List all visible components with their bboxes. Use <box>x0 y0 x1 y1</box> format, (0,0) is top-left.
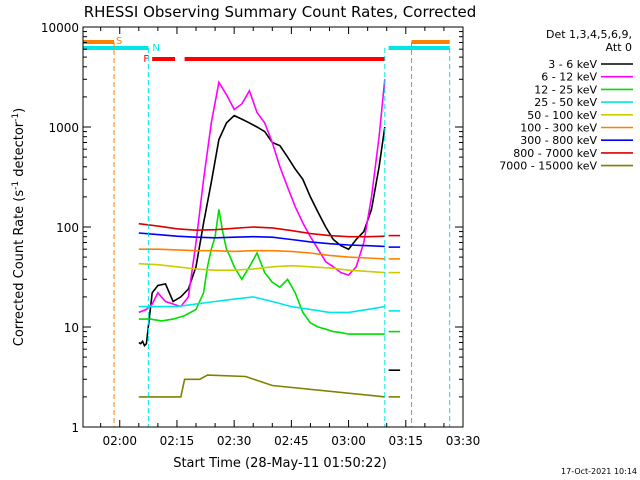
night-flag-label: N <box>152 43 159 54</box>
series-line-6-12-kev <box>138 79 386 314</box>
y-tick-label-4: 1000 <box>48 121 79 135</box>
x-tick-label-5: 03:00 <box>331 434 366 448</box>
legend-label-100-300-kev: 100 - 300 keV <box>520 122 597 135</box>
legend-label-300-800-kev: 300 - 800 keV <box>520 134 597 147</box>
chart-title: RHESSI Observing Summary Count Rates, Co… <box>84 3 477 21</box>
series-line-25-50-kev <box>138 296 385 314</box>
y-axis-label-sup1: -1 <box>11 181 21 190</box>
legend-label-6-12-kev: 6 - 12 keV <box>541 71 597 84</box>
x-tick-label-2: 02:15 <box>160 434 195 448</box>
series-line-300-800-kev <box>138 232 385 248</box>
legend-label-7000-15000-kev: 7000 - 15000 keV <box>499 160 597 173</box>
y-axis-label-main: Corrected Count Rate (s <box>12 190 27 347</box>
tick-layer: 02:00 02:15 02:30 02:45 03:00 03:15 03:30 1 10 10… <box>41 21 480 448</box>
y-tick-label-2: 10 <box>64 321 79 335</box>
y-axis-label-end: ) <box>12 108 27 113</box>
x-tick-label-7: 03:30 <box>446 434 481 448</box>
x-tick-label-1: 02:00 <box>102 434 137 448</box>
y-tick-label-5: 10000 <box>41 21 79 35</box>
legend-label-50-100-kev: 50 - 100 keV <box>527 109 597 122</box>
x-tick-label-6: 03:15 <box>388 434 423 448</box>
series-line-12-25-kev <box>138 209 385 335</box>
flare-flag-label: F <box>143 54 149 65</box>
plot-frame <box>82 26 464 428</box>
series-line-3-6-kev <box>138 114 386 348</box>
x-tick-label-4: 02:45 <box>274 434 309 448</box>
legend-label-800-7000-kev: 800 - 7000 keV <box>513 147 597 160</box>
series-line-800-7000-kev <box>138 222 385 238</box>
series-line-100-300-kev <box>138 248 385 260</box>
legend-header-line1: Det 1,3,4,5,6,9, <box>546 28 632 41</box>
y-tick-label-1: 1 <box>71 421 79 435</box>
legend-label-3-6-kev: 3 - 6 keV <box>548 58 597 71</box>
saa-flag-label: S <box>116 36 122 47</box>
series-layer <box>138 79 401 398</box>
legend-header-line2: Att 0 <box>606 41 632 54</box>
legend-label-12-25-kev: 12 - 25 keV <box>534 83 597 96</box>
flag-layer: S NF <box>83 36 451 427</box>
series-line-50-100-kev <box>138 262 385 274</box>
y-axis-label-mid: detector <box>12 121 27 181</box>
x-axis-label: Start Time (28-May-11 01:50:22) <box>173 456 387 471</box>
footer-timestamp: 17-Oct-2021 10:14 <box>561 467 637 476</box>
plot-area: S NF 02:00 02:15 02:30 02:45 03:00 03:15 03:30 1… <box>41 21 480 448</box>
y-tick-label-3: 100 <box>56 221 79 235</box>
y-axis-label-sup2: -1 <box>11 113 21 122</box>
series-line-7000-15000-kev <box>138 374 385 398</box>
x-tick-label-3: 02:30 <box>217 434 252 448</box>
y-axis-label: Corrected Count Rate (s-1 detector-1) <box>11 108 27 346</box>
legend-label-25-50-kev: 25 - 50 keV <box>534 96 597 109</box>
